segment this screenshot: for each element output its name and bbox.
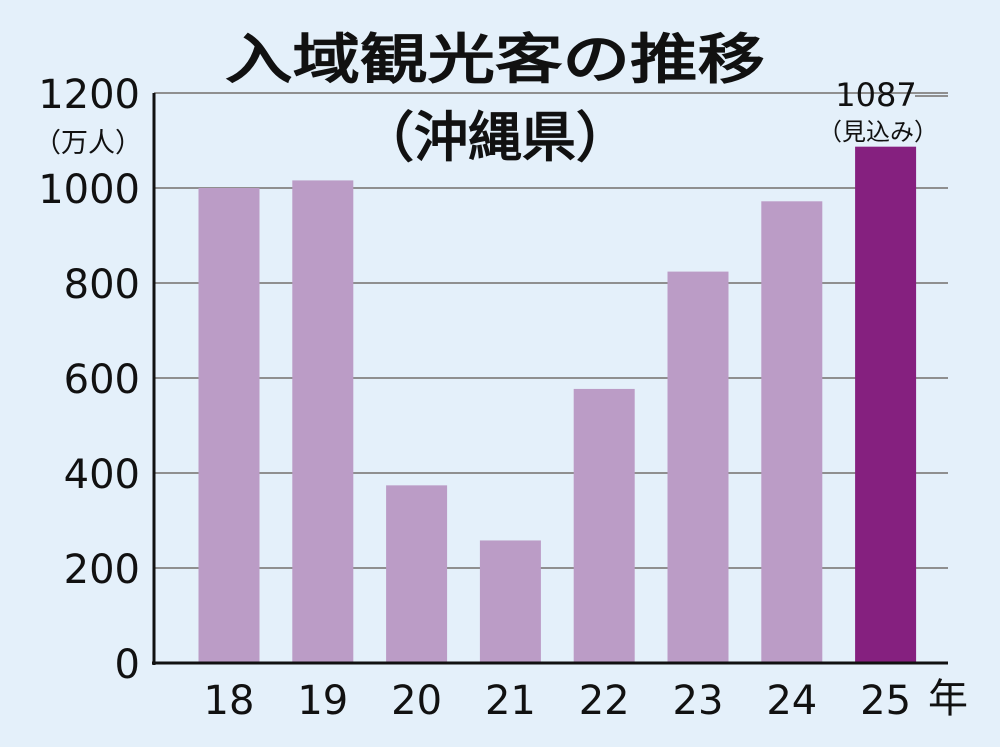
x-tick-label: 18 xyxy=(204,678,255,724)
x-tick-label: 25 xyxy=(860,678,911,724)
y-tick-label: 600 xyxy=(64,357,140,403)
y-tick-label: 800 xyxy=(64,262,140,308)
y-tick-label: 400 xyxy=(64,452,140,498)
x-tick-labels: 18 19 20 21 22 23 24 25 xyxy=(204,678,912,724)
annotation-note: （見込み） xyxy=(818,118,938,146)
x-tick-label: 22 xyxy=(579,678,630,724)
bar-24 xyxy=(761,201,823,664)
y-tick-labels: 0 200 400 600 800 1000 1200 xyxy=(38,72,140,688)
annotation-value: 1087 xyxy=(835,76,916,114)
y-tick-label: 1000 xyxy=(38,167,140,213)
x-tick-label: 19 xyxy=(297,678,348,724)
y-unit-label: （万人） xyxy=(34,128,142,159)
bar-25 xyxy=(855,146,917,664)
bar-23 xyxy=(667,271,729,663)
bar-18 xyxy=(198,188,260,663)
chart-subtitle: （沖縄県） xyxy=(360,106,630,169)
bar-21 xyxy=(479,540,541,663)
x-tick-label: 23 xyxy=(673,678,724,724)
x-tick-label: 21 xyxy=(485,678,536,724)
x-unit-label: 年 xyxy=(928,676,968,722)
x-tick-label: 24 xyxy=(766,678,817,724)
axes xyxy=(152,93,948,665)
x-tick-label: 20 xyxy=(391,678,442,724)
bar-22 xyxy=(573,388,635,663)
bar-19 xyxy=(292,180,354,663)
bar-20 xyxy=(386,485,448,663)
chart-title: 入域観光客の推移 xyxy=(225,28,765,91)
y-tick-label: 200 xyxy=(64,547,140,593)
bars xyxy=(198,146,917,664)
y-tick-label: 1200 xyxy=(38,72,140,118)
y-tick-label: 0 xyxy=(115,642,140,688)
